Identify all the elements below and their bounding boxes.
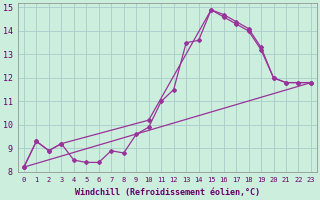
X-axis label: Windchill (Refroidissement éolien,°C): Windchill (Refroidissement éolien,°C) bbox=[75, 188, 260, 197]
